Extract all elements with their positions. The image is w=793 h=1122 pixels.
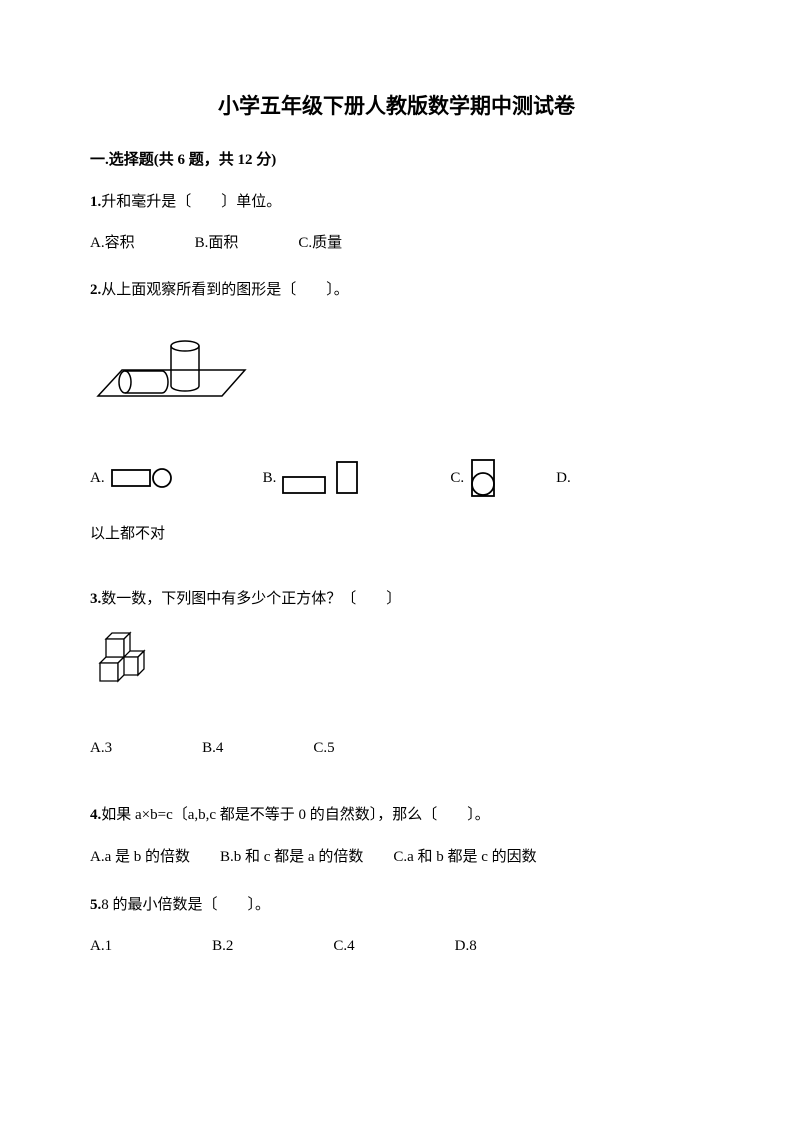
q3-options: A.3 B.4 C.5 — [90, 735, 703, 762]
q1-optA: A.容积 — [90, 230, 135, 257]
stacked-cubes-icon — [90, 627, 152, 683]
q2-figure — [90, 334, 703, 419]
q4-text: 4.如果 a×b=c〔a,b,c 都是不等于 0 的自然数〕，那么〔 〕。 — [90, 802, 703, 829]
rect-circle-icon — [111, 466, 173, 490]
q3-num: 3. — [90, 591, 101, 607]
page-title: 小学五年级下册人教版数学期中测试卷 — [90, 90, 703, 120]
question-1: 1.升和毫升是〔 〕单位。 A.容积 B.面积 C.质量 — [90, 189, 703, 257]
q2-optB-label: B. — [263, 465, 277, 492]
q1-text: 1.升和毫升是〔 〕单位。 — [90, 189, 703, 216]
q5-optA: A.1 — [90, 933, 112, 960]
q2-num: 2. — [90, 282, 101, 298]
q2-text: 2.从上面观察所看到的图形是〔 〕。 — [90, 277, 703, 304]
q3-text: 3.数一数，下列图中有多少个正方体？〔 〕 — [90, 586, 703, 613]
q1-optB: B.面积 — [195, 230, 239, 257]
q1-options: A.容积 B.面积 C.质量 — [90, 230, 703, 257]
question-2: 2.从上面观察所看到的图形是〔 〕。 A. B. — [90, 277, 703, 548]
q2-extra: 以上都不对 — [90, 521, 703, 548]
q2-optB: B. — [263, 461, 361, 495]
q2-optD: D. — [556, 465, 571, 492]
q3-optA: A.3 — [90, 735, 112, 762]
q5-optB: B.2 — [212, 933, 233, 960]
q2-optC-label: C. — [450, 465, 464, 492]
question-3: 3.数一数，下列图中有多少个正方体？〔 〕 A.3 B.4 C.5 — [90, 586, 703, 762]
q2-optA: A. — [90, 465, 173, 492]
q5-text: 5.8 的最小倍数是〔 〕。 — [90, 892, 703, 919]
q4-optC: C.a 和 b 都是 c 的因数 — [393, 849, 536, 865]
q5-optC: C.4 — [333, 933, 354, 960]
section-header: 一.选择题(共 6 题，共 12 分) — [90, 148, 703, 169]
q4-num: 4. — [90, 807, 101, 823]
q5-options: A.1 B.2 C.4 D.8 — [90, 933, 703, 960]
q1-body: 升和毫升是〔 〕单位。 — [101, 194, 281, 210]
q5-body: 8 的最小倍数是〔 〕。 — [101, 897, 270, 913]
q2-optC: C. — [450, 459, 496, 497]
rect-tall-rect-icon — [282, 461, 360, 495]
q5-optD: D.8 — [455, 933, 477, 960]
q4-options: A.a 是 b 的倍数 B.b 和 c 都是 a 的倍数 C.a 和 b 都是 … — [90, 843, 703, 872]
q3-optC: C.5 — [313, 735, 334, 762]
cylinders-on-plane-icon — [90, 334, 260, 409]
q2-optD-label: D. — [556, 465, 571, 492]
q1-optC: C.质量 — [298, 230, 342, 257]
q4-optB: B.b 和 c 都是 a 的倍数 — [220, 849, 363, 865]
q4-optA: A.a 是 b 的倍数 — [90, 849, 190, 865]
question-5: 5.8 的最小倍数是〔 〕。 A.1 B.2 C.4 D.8 — [90, 892, 703, 960]
q4-body: 如果 a×b=c〔a,b,c 都是不等于 0 的自然数〕，那么〔 〕。 — [101, 807, 490, 823]
circle-in-rect-icon — [470, 459, 496, 497]
q3-figure — [90, 627, 703, 693]
q2-options: A. B. C. D. — [90, 459, 703, 497]
q3-body: 数一数，下列图中有多少个正方体？〔 〕 — [101, 591, 401, 607]
q1-num: 1. — [90, 194, 101, 210]
q2-optA-label: A. — [90, 465, 105, 492]
question-4: 4.如果 a×b=c〔a,b,c 都是不等于 0 的自然数〕，那么〔 〕。 A.… — [90, 802, 703, 872]
q3-optB: B.4 — [202, 735, 223, 762]
q5-num: 5. — [90, 897, 101, 913]
q2-body: 从上面观察所看到的图形是〔 〕。 — [101, 282, 349, 298]
